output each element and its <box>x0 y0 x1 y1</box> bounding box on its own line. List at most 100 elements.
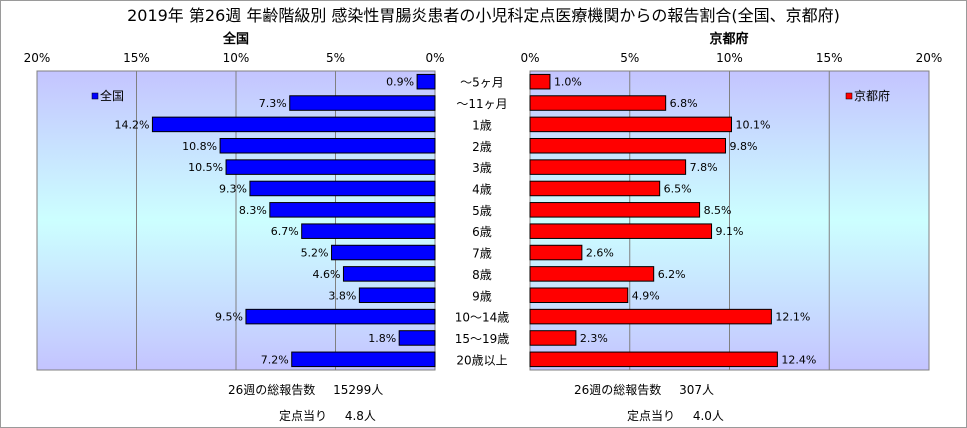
kyoto-data-label: 6.5% <box>664 182 692 195</box>
kyoto-bar <box>529 73 551 90</box>
kyoto-bar <box>529 223 713 239</box>
kyoto-bar <box>529 330 577 346</box>
category-label: 7歳 <box>472 247 492 261</box>
kyoto-data-label: 12.4% <box>781 353 816 366</box>
kyoto-data-label: 9.1% <box>716 225 744 238</box>
kyoto-data-label: 8.5% <box>704 204 732 217</box>
national-data-label: 9.3% <box>219 182 247 195</box>
national-data-label: 1.8% <box>368 332 396 345</box>
national-data-label: 5.2% <box>301 247 329 260</box>
kyoto-bar <box>529 266 655 282</box>
national-total: 26週の総報告数 15299人 <box>228 381 383 398</box>
national-data-label: 7.2% <box>261 353 289 366</box>
national-bar <box>416 73 436 90</box>
category-label: 4歳 <box>472 182 492 196</box>
national-data-label: 7.3% <box>259 97 287 110</box>
kyoto-bar <box>529 95 667 111</box>
kyoto-data-label: 2.3% <box>580 332 608 345</box>
national-bar <box>301 223 436 239</box>
kyoto-data-label: 6.2% <box>658 268 686 281</box>
national-bar <box>219 137 436 154</box>
category-label: 15～19歳 <box>455 332 510 346</box>
kyoto-data-label: 7.8% <box>690 161 718 174</box>
kyoto-total-value: 307人 <box>679 383 715 397</box>
kyoto-bar <box>529 351 778 368</box>
national-bar <box>245 308 436 325</box>
kyoto-tick-label: 10% <box>716 51 743 65</box>
kyoto-data-label: 10.1% <box>735 118 770 131</box>
national-data-label: 14.2% <box>114 118 149 131</box>
national-bar <box>398 330 436 346</box>
national-legend-swatch <box>91 92 99 100</box>
kyoto-data-label: 9.8% <box>730 140 758 153</box>
national-data-label: 6.7% <box>271 225 299 238</box>
kyoto-legend-label: 京都府 <box>854 88 890 103</box>
kyoto-bar <box>529 137 727 154</box>
national-bar <box>358 287 436 304</box>
kyoto-panel-title: 京都府 <box>709 32 749 47</box>
kyoto-legend-swatch <box>845 92 853 100</box>
national-bar <box>331 244 436 261</box>
kyoto-bar <box>529 287 629 304</box>
national-bar <box>342 266 436 282</box>
kyoto-per-label: 定点当り <box>627 409 676 423</box>
national-bar <box>225 159 436 175</box>
chart-title: 2019年 第26週 年齢階級別 感染性胃腸炎患者の小児科定点医療機関からの報告… <box>127 6 840 25</box>
national-data-label: 4.6% <box>313 268 341 281</box>
national-data-label: 9.5% <box>215 311 243 324</box>
kyoto-bar <box>529 180 661 197</box>
category-label: 2歳 <box>472 140 492 154</box>
category-label: 8歳 <box>472 268 492 282</box>
national-tick-label: 0% <box>425 51 444 65</box>
national-panel-title: 全国 <box>222 32 250 47</box>
category-label: 9歳 <box>472 289 492 303</box>
national-tick-label: 5% <box>326 51 345 65</box>
category-label: 20歳以上 <box>456 353 507 367</box>
kyoto-total-label: 26週の総報告数 <box>574 383 662 397</box>
national-total-label: 26週の総報告数 <box>228 383 316 397</box>
category-label: 5歳 <box>472 204 492 218</box>
kyoto-data-label: 6.8% <box>670 97 698 110</box>
national-legend-label: 全国 <box>100 88 124 103</box>
kyoto-data-label: 1.0% <box>554 76 582 89</box>
national-bar <box>289 95 436 111</box>
kyoto-tick-label: 20% <box>916 51 943 65</box>
kyoto-bar <box>529 159 687 175</box>
national-per-site: 定点当り 4.8人 <box>279 407 376 424</box>
kyoto-bar <box>529 116 732 133</box>
national-tick-label: 20% <box>24 51 51 65</box>
national-bar <box>249 180 436 197</box>
category-label: 6歳 <box>472 225 492 239</box>
kyoto-data-label: 12.1% <box>775 311 810 324</box>
kyoto-bar <box>529 202 701 218</box>
kyoto-bar <box>529 308 772 325</box>
kyoto-tick-label: 5% <box>620 51 639 65</box>
kyoto-bar <box>529 244 583 261</box>
kyoto-data-label: 4.9% <box>632 289 660 302</box>
category-label: 1歳 <box>472 118 492 132</box>
kyoto-tick-label: 15% <box>816 51 843 65</box>
national-tick-label: 15% <box>123 51 150 65</box>
category-label: ～11ヶ月 <box>456 97 507 111</box>
national-per-label: 定点当り <box>279 409 328 423</box>
national-bar <box>269 202 436 218</box>
national-bar <box>151 116 436 133</box>
kyoto-data-label: 2.6% <box>586 247 614 260</box>
national-data-label: 8.3% <box>239 204 267 217</box>
kyoto-per-value: 4.0人 <box>692 409 724 423</box>
kyoto-per-site: 定点当り 4.0人 <box>627 407 724 424</box>
national-per-value: 4.8人 <box>344 409 376 423</box>
national-bar <box>291 351 436 368</box>
national-tick-label: 10% <box>223 51 250 65</box>
national-total-value: 15299人 <box>333 383 384 397</box>
national-data-label: 3.8% <box>328 289 356 302</box>
national-data-label: 10.8% <box>182 140 217 153</box>
category-label: ～5ヶ月 <box>460 76 504 90</box>
national-data-label: 10.5% <box>188 161 223 174</box>
category-label: 10～14歳 <box>455 311 510 325</box>
kyoto-total: 26週の総報告数 307人 <box>574 381 714 398</box>
kyoto-tick-label: 0% <box>520 51 539 65</box>
category-label: 3歳 <box>472 161 492 175</box>
national-data-label: 0.9% <box>386 76 414 89</box>
